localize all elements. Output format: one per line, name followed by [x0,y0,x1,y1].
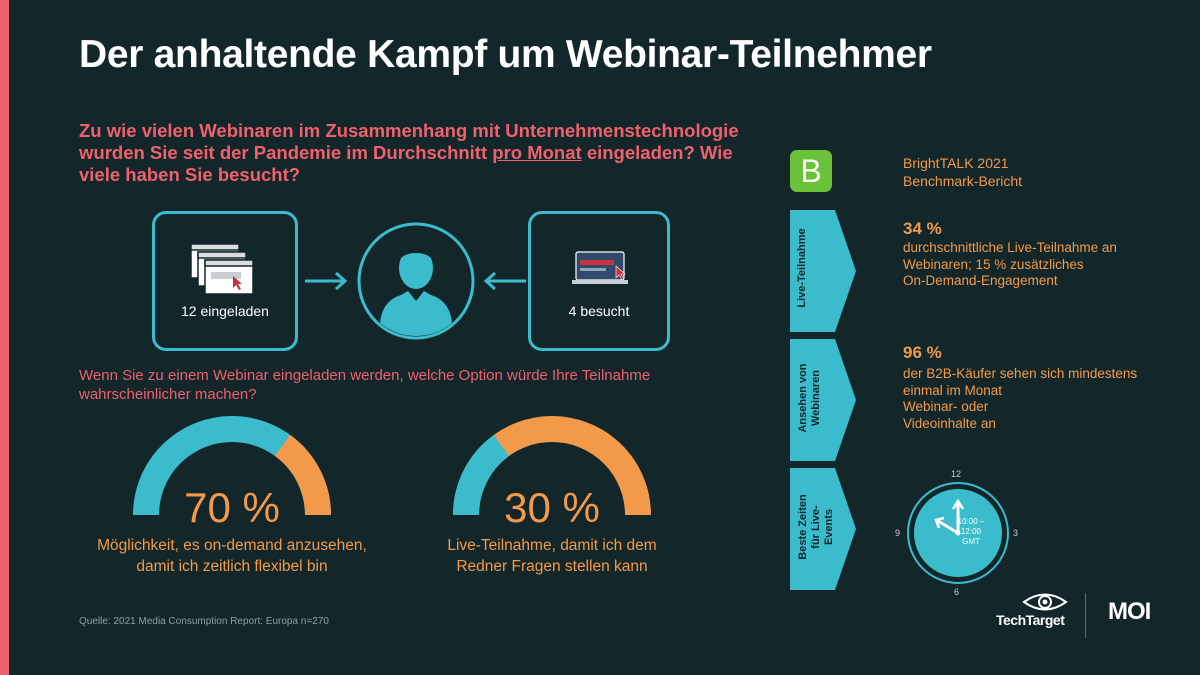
question-preference: Wenn Sie zu einem Webinar eingeladen wer… [79,367,651,403]
gauge-on-demand [133,416,331,516]
question-invitations: Zu wie vielen Webinaren im Zusammenhang … [79,120,739,186]
brighttalk-logo-letter: B [800,153,822,189]
tab-line: Ansehen von [797,363,809,433]
gauge-on-demand-value: 70 % [184,484,280,531]
brighttalk-report: BrightTALK 2021 Benchmark-Bericht [903,154,1022,190]
attended-box: 4 besucht [528,211,670,351]
clock-3: 3 [1013,528,1019,538]
gauge-live [453,416,651,516]
gauge-live-caption: Live-Teilnahme, damit ich dem Redner Fra… [392,535,712,577]
gauge-on-demand-caption: Möglichkeit, es on-demand anzusehen, dam… [72,535,392,577]
clock-time-line: 12:00 [960,527,982,536]
stat-line: einmal im Monat [903,382,1003,398]
browser-windows-icon [190,243,254,295]
stat-live-number: 34 % [903,219,942,238]
clock-time-line: GMT [962,537,980,546]
person-circle-icon [357,222,475,340]
techtarget-logo: TechTarget [996,612,1065,628]
tab-live-shape [790,210,856,332]
brighttalk-logo: B [790,150,832,192]
clock-9: 9 [895,528,901,538]
source-note: Quelle: 2021 Media Consumption Report: E… [79,616,329,627]
laptop-click-icon [572,251,628,284]
brighttalk-line1: BrightTALK 2021 [903,155,1009,171]
clock-12: 12 [951,469,962,479]
tab-times-shape [790,468,856,590]
stat-webinar-text: der B2B-Käufer sehen sich mindestens ein… [903,366,1173,432]
invited-label: 12 eingeladen [181,303,269,319]
tab-line: Webinaren [810,369,822,427]
question-underlined: pro Monat [492,142,582,163]
moi-logo: MOI [1108,598,1151,625]
caption-line: Möglichkeit, es on-demand anzusehen, [97,537,367,554]
caption-line: Live-Teilnahme, damit ich dem [447,537,657,554]
tab-line: für Live- [810,505,822,549]
tab-times-label: Beste Zeiten für Live- Events [797,475,836,579]
page-title: Der anhaltende Kampf um Webinar-Teilnehm… [79,33,932,76]
clock-time-line: 10:00 – [957,517,985,526]
stat-line: Videoinhalte an [903,415,996,431]
caption-line: damit ich zeitlich flexibel bin [136,558,328,575]
tab-webinars-label: Ansehen von Webinaren [797,348,823,448]
techtarget-eye-icon [1022,593,1068,611]
accent-bar [0,0,9,675]
tab-live-label: Live-Teilnahme [796,228,808,308]
question-part2: eingeladen? Wie viele haben Sie besucht? [79,142,733,185]
stat-line: Webinar- oder [903,399,989,414]
clock-icon [907,482,1009,584]
brighttalk-line2: Benchmark-Bericht [903,173,1023,189]
stat-live-text: durchschnittliche Live-Teilnahme an Webi… [903,240,1173,290]
logo-divider [1085,593,1086,638]
clock-time: 10:00 – 12:00 GMT [951,517,991,547]
arrow-left-icon [483,271,526,291]
stat-webinar-number: 96 % [903,343,942,362]
tab-line: Beste Zeiten [797,494,809,560]
question-part1: Zu wie vielen Webinaren im Zusammenhang … [79,120,739,163]
attended-label: 4 besucht [568,303,630,319]
tab-webinars-shape [790,339,856,461]
stat-line: der B2B-Käufer sehen sich mindestens [903,366,1138,381]
stat-line: Webinaren; 15 % zusätzliches [903,256,1084,272]
stat-line: On-Demand-Engagement [903,273,1058,288]
gauge-live-value: 30 % [504,484,600,531]
clock-6: 6 [954,587,960,597]
stat-line: durchschnittliche Live-Teilnahme an [903,240,1117,255]
arrow-right-icon [305,271,348,291]
invited-box: 12 eingeladen [152,211,298,351]
caption-line: Redner Fragen stellen kann [456,558,648,575]
tab-line: Events [823,508,835,546]
